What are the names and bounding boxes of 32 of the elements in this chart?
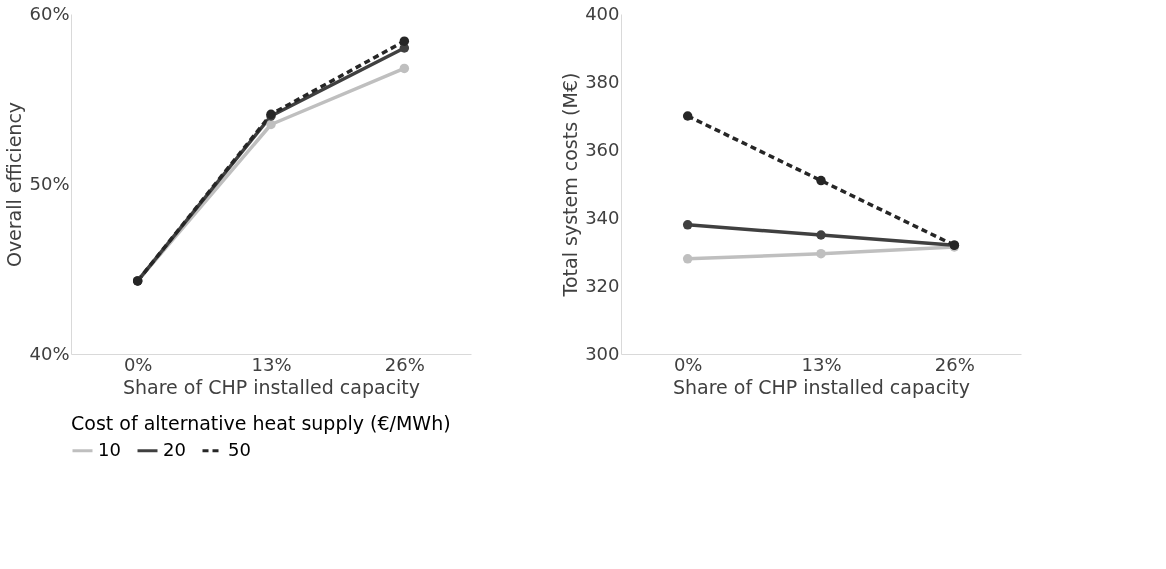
- y-tick-label: 50%: [29, 172, 70, 194]
- point: [682, 254, 693, 264]
- point: [682, 220, 693, 230]
- x-tick-label: 13%: [801, 353, 842, 375]
- y-axis-title: Overall efficiency: [3, 101, 26, 268]
- y-tick-label: 340: [585, 206, 620, 228]
- legend-label: 50: [228, 438, 251, 460]
- x-tick-label: 13%: [251, 353, 292, 375]
- point: [682, 111, 693, 121]
- point: [399, 63, 410, 74]
- point: [266, 119, 276, 130]
- y-axis-title: Total system costs (M€): [559, 72, 582, 298]
- point: [816, 175, 826, 186]
- x-tick-label: 26%: [934, 353, 975, 375]
- y-tick-label: 40%: [29, 342, 70, 364]
- x-tick-label: 26%: [384, 353, 425, 375]
- legend-label: 10: [98, 438, 121, 460]
- y-tick-label: 400: [585, 2, 620, 24]
- legend-label: 20: [163, 438, 186, 460]
- point: [816, 230, 826, 240]
- x-tick-label: 0%: [673, 353, 703, 375]
- x-axis-title: Share of CHP installed capacity: [122, 375, 421, 398]
- x-axis-title: Share of CHP installed capacity: [672, 375, 971, 398]
- x-tick-label: 0%: [123, 353, 153, 375]
- y-tick-label: 360: [585, 138, 620, 160]
- y-tick-label: 300: [585, 342, 620, 364]
- y-tick-label: 320: [585, 274, 620, 296]
- y-tick-label: 60%: [29, 2, 70, 24]
- point: [399, 36, 410, 46]
- y-tick-label: 380: [585, 70, 620, 92]
- legend-title: Cost of alternative heat supply (€/MWh): [71, 412, 451, 434]
- point: [816, 248, 826, 259]
